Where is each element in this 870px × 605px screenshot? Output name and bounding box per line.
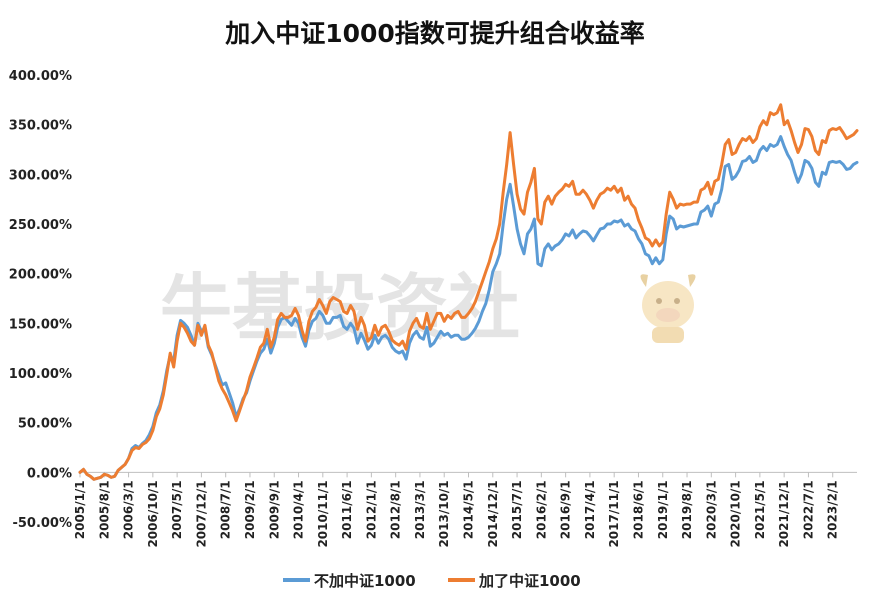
x-tick-label: 2009/2/1: [243, 480, 257, 539]
x-tick-label: 2005/8/1: [97, 480, 111, 539]
y-tick-label: 350.00%: [9, 119, 72, 134]
x-tick-label: 2011/6/1: [340, 480, 354, 539]
series-layer: [78, 103, 859, 481]
x-tick-label: 2013/10/1: [437, 480, 451, 547]
x-tick-label: 2009/9/1: [267, 480, 281, 539]
x-tick-label: 2019/1/1: [656, 480, 670, 539]
x-tick-label: 2013/3/1: [413, 480, 427, 539]
chart-title: 加入中证1000指数可提升组合收益率: [224, 19, 645, 48]
x-tick-label: 2006/3/1: [122, 480, 136, 539]
x-tick-label: 2007/5/1: [170, 480, 184, 539]
x-tick-label: 2016/9/1: [559, 480, 573, 539]
x-tick-label: 2023/2/1: [826, 480, 840, 539]
y-tick-label: 250.00%: [9, 218, 72, 233]
x-tick-label: 2010/4/1: [292, 480, 306, 539]
x-tick-label: 2016/2/1: [534, 480, 548, 539]
x-tick-label: 2008/7/1: [219, 480, 233, 539]
x-tick-label: 2010/11/1: [316, 480, 330, 547]
x-axis: 2005/1/1 2005/8/1 2006/3/1 2006/10/1 2007/5/…: [73, 471, 857, 548]
y-tick-label: 300.00%: [9, 168, 72, 183]
x-tick-label: 2012/1/1: [364, 480, 378, 539]
y-tick-label: 50.00%: [18, 417, 72, 432]
y-tick-label: -50.00%: [12, 516, 72, 531]
y-tick-label: 150.00%: [9, 317, 72, 332]
x-tick-label: 2018/6/1: [631, 480, 645, 539]
x-tick-label: 2021/5/1: [753, 480, 767, 539]
legend-item-series-2: 加了中证1000: [448, 572, 581, 590]
x-tick-label: 2020/3/1: [704, 480, 718, 539]
x-tick-label: 2005/1/1: [73, 480, 87, 539]
x-tick-label: 2007/12/1: [194, 480, 208, 547]
legend-label: 加了中证1000: [478, 572, 581, 590]
y-tick-label: 100.00%: [9, 367, 72, 382]
legend-item-series-1: 不加中证1000: [283, 572, 416, 590]
x-tick-label: 2019/8/1: [680, 480, 694, 539]
y-tick-label: 200.00%: [9, 268, 72, 283]
x-tick-label: 2017/11/1: [607, 480, 621, 547]
x-tick-label: 2006/10/1: [146, 480, 160, 547]
x-tick-label: 2020/10/1: [729, 480, 743, 547]
x-tick-label: 2022/7/1: [801, 480, 815, 539]
x-tick-label: 2014/5/1: [462, 480, 476, 539]
legend-label: 不加中证1000: [314, 572, 416, 590]
series-line-2: [78, 103, 859, 481]
x-tick-label: 2017/4/1: [583, 480, 597, 539]
x-tick-label: 2014/12/1: [486, 480, 500, 547]
y-tick-label: 400.00%: [9, 69, 72, 84]
x-tick-label: 2021/12/1: [777, 480, 791, 547]
x-tick-label: 2015/7/1: [510, 480, 524, 539]
x-tick-label: 2012/8/1: [389, 480, 403, 539]
y-tick-label: 0.00%: [27, 466, 72, 481]
legend: 不加中证1000 加了中证1000: [283, 572, 581, 590]
y-axis: -50.00% 0.00% 50.00% 100.00% 150.00% 200.00% 2…: [9, 69, 72, 531]
mascot-icon: [640, 274, 696, 343]
watermark: 牛基投资社: [160, 266, 696, 350]
